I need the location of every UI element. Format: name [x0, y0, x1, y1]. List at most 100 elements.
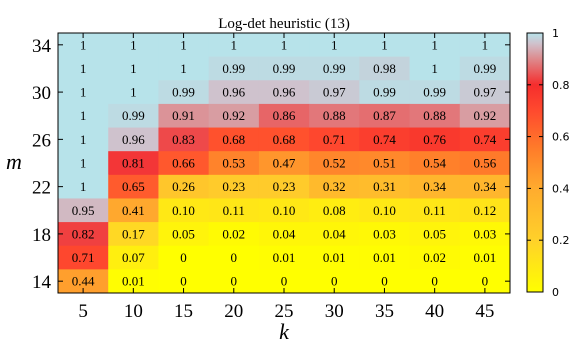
x-axis-ticks: 5 10 15 20 25 30 35 40 45 [78, 33, 494, 322]
cell-value-label: 0.26 [172, 179, 195, 194]
cell-value-label: 1 [80, 108, 87, 123]
heatmap-cell [309, 127, 360, 152]
heatmap-cell [409, 245, 461, 270]
heatmap-cell [359, 127, 411, 152]
heatmap-cell [459, 151, 511, 176]
heatmap-cells [58, 33, 511, 294]
cell-value-label: 0 [180, 250, 187, 265]
heatmap-cell [309, 80, 360, 105]
heatmap-cell [258, 174, 310, 199]
cell-value-label: 0 [231, 274, 238, 289]
heatmap-cell [409, 103, 461, 129]
heatmap-cell [258, 245, 310, 270]
cell-value-label: 0.04 [323, 226, 346, 241]
cell-value-label: 1 [381, 37, 388, 52]
y-axis-ticks: 34 30 26 22 18 14 [32, 36, 510, 293]
heatmap-cell [459, 198, 511, 223]
heatmap-cell [58, 222, 109, 247]
cell-value-label: 0.83 [172, 132, 195, 147]
heatmap-cell [108, 127, 159, 152]
cell-value-label: 0 [381, 274, 388, 289]
cell-value-label: 0.56 [474, 156, 497, 171]
heatmap-cell [309, 222, 360, 247]
heatmap-cell [208, 103, 260, 129]
colorbar-tick-label: 1 [552, 27, 559, 40]
cell-value-label: 0.07 [122, 250, 145, 265]
cell-value-label: 0.99 [273, 61, 296, 76]
x-tick-label: 10 [124, 301, 143, 322]
x-axis-label: k [279, 319, 290, 344]
heatmap-cell [108, 245, 159, 270]
cell-value-label: 0.95 [72, 203, 95, 218]
x-tick-label: 25 [275, 301, 294, 322]
cell-value-label: 0.31 [373, 179, 396, 194]
cell-value-label: 0.05 [423, 226, 446, 241]
heatmap-cell-labels: 1 1 1 1 1 1 1 1 1 1 1 1 0.99 0.99 0.99 0.98 1 0.99 1 1 0.99 0… [72, 37, 497, 288]
cell-value-label: 1 [431, 61, 438, 76]
heatmap-cell [108, 174, 159, 199]
heatmap-cell [108, 56, 159, 81]
cell-value-label: 0.68 [273, 132, 296, 147]
heatmap-cell [58, 245, 109, 270]
heatmap-cell [309, 245, 360, 270]
heatmap-cell [58, 174, 109, 199]
cell-value-label: 0 [482, 274, 489, 289]
cell-value-label: 0.23 [273, 179, 296, 194]
cell-value-label: 0.54 [423, 156, 446, 171]
cell-value-label: 0.23 [222, 179, 245, 194]
cell-value-label: 0.10 [373, 203, 396, 218]
cell-value-label: 0.99 [172, 85, 195, 100]
cell-value-label: 0.01 [122, 274, 145, 289]
cell-value-label: 0.11 [424, 203, 446, 218]
heatmap-cell [108, 198, 159, 223]
heatmap-cell [58, 151, 109, 176]
cell-value-label: 0.17 [122, 226, 145, 241]
heatmap-cell [409, 198, 461, 223]
cell-value-label: 0.53 [222, 156, 245, 171]
heatmap-cell [359, 56, 411, 81]
cell-value-label: 0.92 [222, 108, 245, 123]
heatmap-cell [309, 151, 360, 176]
heatmap-cell [208, 198, 260, 223]
cell-value-label: 0.12 [474, 203, 497, 218]
cell-value-label: 0.99 [122, 108, 145, 123]
heatmap-cell [58, 56, 109, 81]
cell-value-label: 0.74 [474, 132, 497, 147]
heatmap-cell [158, 245, 210, 270]
cell-value-label: 0.74 [373, 132, 396, 147]
cell-value-label: 0.96 [222, 85, 245, 100]
cell-value-label: 0.51 [373, 156, 396, 171]
y-axis-label: m [6, 149, 22, 174]
heatmap-cell [258, 222, 310, 247]
cell-value-label: 1 [80, 37, 87, 52]
x-tick-label: 35 [375, 301, 394, 322]
heatmap-cell [258, 80, 310, 105]
heatmap-cell [58, 103, 109, 129]
cell-value-label: 0.71 [323, 132, 346, 147]
heatmap-cell [359, 245, 411, 270]
cell-value-label: 0.02 [423, 250, 446, 265]
cell-value-label: 1 [180, 37, 187, 52]
cell-value-label: 0.44 [72, 274, 95, 289]
cell-value-label: 0.71 [72, 250, 95, 265]
heatmap-cell [459, 245, 511, 270]
heatmap-cell [158, 56, 210, 81]
heatmap-cell [258, 103, 310, 129]
heatmap-cell [409, 56, 461, 81]
x-tick-label: 20 [224, 301, 243, 322]
cell-value-label: 0.02 [222, 226, 245, 241]
cell-value-label: 0.34 [474, 179, 497, 194]
cell-value-label: 0 [281, 274, 288, 289]
cell-value-label: 1 [331, 37, 338, 52]
cell-value-label: 1 [281, 37, 288, 52]
cell-value-label: 0.01 [474, 250, 497, 265]
x-tick-label: 45 [475, 301, 494, 322]
heatmap-cell [409, 127, 461, 152]
heatmap-cell [459, 103, 511, 129]
cell-value-label: 0.08 [323, 203, 346, 218]
heatmap-cell [258, 198, 310, 223]
cell-value-label: 0.66 [172, 156, 195, 171]
colorbar-tick-label: 0.8 [552, 79, 570, 92]
cell-value-label: 1 [80, 85, 87, 100]
